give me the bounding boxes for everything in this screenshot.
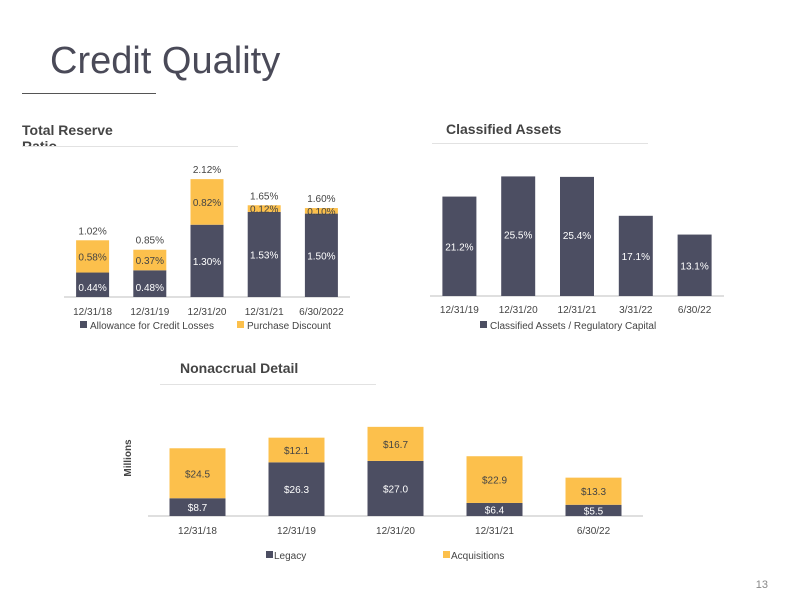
chart1-data-label: 1.30%: [193, 257, 221, 268]
chart1-total-label: 1.60%: [307, 194, 335, 205]
chart1-title-rule: [22, 146, 238, 147]
chart1-total-label: 0.85%: [136, 236, 164, 247]
chart1-data-label: 0.58%: [78, 252, 106, 263]
chart1-total-label: 2.12%: [193, 165, 221, 176]
chart1-data-label: 0.12%: [250, 205, 278, 216]
chart1-bar-allowance: [76, 272, 110, 297]
chart1-bar-purchase-discount: [247, 205, 281, 212]
chart1-bar-allowance: [190, 224, 224, 297]
title-divider: [22, 93, 156, 94]
chart1-data-label: 0.44%: [78, 283, 106, 294]
chart1-data-label: 0.10%: [307, 207, 335, 218]
chart1-legend-label: Allowance for Credit Losses: [90, 321, 214, 332]
chart3-title-rule: [160, 384, 376, 385]
chart1-data-label: 1.53%: [250, 250, 278, 261]
chart1-bar-purchase-discount: [304, 208, 338, 214]
chart2-title-rule: [432, 143, 648, 144]
chart1-bar-purchase-discount: [190, 179, 224, 225]
chart1-legend-swatch: [237, 321, 244, 328]
chart1-tick-label: 6/30/2022: [299, 307, 344, 318]
page-title: Credit Quality: [50, 40, 281, 82]
chart1-bar-allowance: [133, 270, 167, 297]
classified-assets-title: Classified Assets: [446, 121, 562, 137]
nonaccrual-detail-title: Nonaccrual Detail: [180, 360, 299, 376]
chart1-data-label: 0.37%: [136, 256, 164, 267]
chart1-data-label: 0.48%: [136, 283, 164, 294]
chart1-tick-label: 12/31/19: [130, 307, 169, 318]
chart1-tick-label: 12/31/21: [245, 307, 284, 318]
chart1-bar-allowance: [247, 211, 281, 297]
chart1-tick-label: 12/31/20: [188, 307, 227, 318]
chart1-total-label: 1.02%: [78, 226, 106, 237]
chart1-bar-purchase-discount: [133, 249, 167, 271]
chart1-data-label: 0.82%: [193, 198, 221, 209]
page-number: 13: [755, 579, 768, 591]
chart1-bar-allowance: [304, 213, 338, 297]
chart1-total-label: 1.65%: [250, 191, 278, 202]
chart1-bar-purchase-discount: [76, 240, 110, 273]
chart1-tick-label: 12/31/18: [73, 307, 112, 318]
chart1-legend-label: Purchase Discount: [247, 321, 331, 332]
total-reserve-ratio-title: Total Reserve Ratio: [22, 122, 113, 146]
chart1-legend-swatch: [80, 321, 87, 328]
chart1-data-label: 1.50%: [307, 251, 335, 262]
